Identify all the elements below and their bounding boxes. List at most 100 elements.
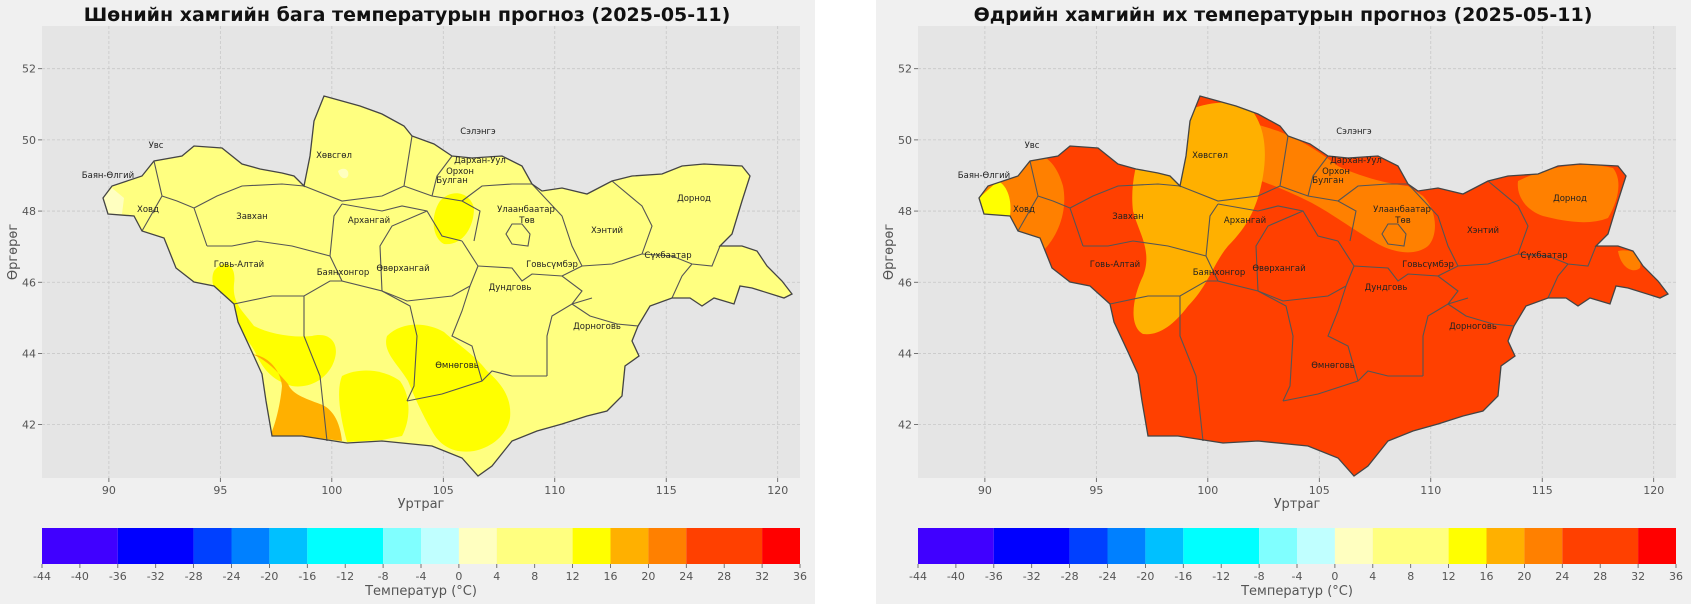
province-label: Төв: [518, 216, 534, 226]
colorbar-segment: [1259, 528, 1297, 564]
colorbar-tick-label: 36: [1669, 570, 1683, 583]
province-border: [379, 210, 428, 292]
province-label: Орхон: [1322, 167, 1350, 177]
mongolia-map: North / Хэнтий west: 22Хэвсгөл / Завхан …: [958, 95, 1669, 477]
x-tick-label: 115: [656, 484, 677, 497]
temperature-zone: Дорнод north: 22: [1517, 164, 1619, 223]
temperature-zone: Баян-Өлгий lowland: 2: [103, 188, 124, 214]
colorbar-tick-label: -24: [1099, 570, 1117, 583]
province-border: [1407, 183, 1459, 277]
province-border: [1282, 370, 1423, 402]
province-border: [193, 183, 305, 209]
country-outline: [978, 95, 1669, 477]
colorbar-tick-label: -44: [909, 570, 927, 583]
province-border: [381, 240, 479, 302]
x-tick-label: 120: [767, 484, 788, 497]
province-label: Дорноговь: [573, 322, 621, 332]
colorbar-tick-label: -40: [947, 570, 965, 583]
colorbar-segment: [1145, 528, 1184, 564]
temperature-zone: Говь-Алтай border: 18: [252, 354, 342, 441]
province-label: Хэнтий: [1467, 226, 1499, 236]
province-label: Баян-Өлгий: [958, 171, 1010, 181]
x-tick-label: 95: [1089, 484, 1103, 497]
colorbar-tick-label: 24: [1555, 570, 1569, 583]
y-tick-label: 46: [898, 276, 912, 289]
province-border: [303, 296, 328, 442]
colorbar-tick-label: -20: [260, 570, 278, 583]
province-border: [505, 223, 531, 247]
province-border: [671, 263, 693, 299]
colorbar-segment: [421, 528, 459, 564]
colorbar-tick-label: -40: [71, 570, 89, 583]
province-label: Хөвсгөл: [316, 151, 352, 161]
x-tick-label: 110: [544, 484, 565, 497]
colorbar-tick-label: -8: [378, 570, 389, 583]
province-border: [431, 155, 453, 197]
province-border: [1217, 203, 1339, 242]
x-tick-label: 115: [1532, 484, 1553, 497]
province-label: Дархан-Уул: [454, 156, 506, 166]
colorbar-segment: [269, 528, 308, 564]
province-border: [461, 183, 532, 202]
province-border: [207, 240, 331, 257]
province-label: Говь-Алтай: [214, 260, 264, 270]
province-border: [1179, 296, 1204, 442]
province-label: Баянхонгор: [317, 268, 370, 278]
colorbar-tick-label: -8: [1254, 570, 1265, 583]
province-border: [531, 183, 583, 277]
province-border: [1381, 223, 1407, 247]
max-temp-chart-panel: Өдрийн хамгийн их температурын прогноз (…: [876, 0, 1691, 604]
colorbar-segment: [42, 528, 118, 564]
colorbar-tick-label: 32: [755, 570, 769, 583]
colorbar-segment: [1372, 528, 1449, 564]
colorbar-segment: [1297, 528, 1335, 564]
province-label: Булган: [436, 176, 468, 186]
temperature-zone: Өмнөговь center: 14: [386, 324, 511, 452]
province-label: Булган: [1312, 176, 1344, 186]
temperature-zone: Хэнтий spot: 22: [1618, 250, 1641, 271]
y-tick-label: 42: [898, 419, 912, 432]
province-border: [546, 297, 593, 376]
min-temp-chart: Шөнийн хамгийн бага температурын прогноз…: [6, 4, 807, 599]
colorbar-tick-label: -36: [985, 570, 1003, 583]
colorbar-tick-label: -16: [1174, 570, 1192, 583]
colorbar-tick-label: -16: [298, 570, 316, 583]
x-tick-label: 90: [102, 484, 116, 497]
colorbar-segment: [1486, 528, 1525, 564]
colorbar-segment: [1069, 528, 1108, 564]
province-label: Увс: [1025, 141, 1040, 151]
chart-title: Шөнийн хамгийн бага температурын прогноз…: [84, 4, 731, 26]
province-label: Хэнтий: [591, 226, 623, 236]
colorbar-segment: [686, 528, 763, 564]
colorbar-tick-label: 20: [1517, 570, 1531, 583]
temperature-zone: Өмнөговь west: 14: [339, 370, 409, 442]
province-border: [1337, 183, 1408, 202]
temperature-zone: Төв east: 14: [433, 193, 474, 245]
temperature-zones: Баян-Өлгий lowland: 2 Говь-Алтай south: 1…: [103, 168, 511, 452]
y-axis-label: Өргөрөг: [882, 224, 897, 280]
temperature-zone: Хэвсгөл spot: 2: [338, 168, 349, 179]
colorbar-segment: [1107, 528, 1146, 564]
colorbar-tick-label: -44: [33, 570, 51, 583]
province-label: Хөвсгөл: [1192, 151, 1228, 161]
colorbar-segment: [918, 528, 994, 564]
province-label: Ховд: [1013, 205, 1035, 215]
province-border: [341, 203, 463, 242]
x-tick-label: 95: [213, 484, 227, 497]
province-label: Архангай: [1224, 216, 1266, 226]
province-border: [451, 285, 483, 382]
province-border: [329, 203, 343, 257]
x-tick-label: 100: [321, 484, 342, 497]
province-label: Дундговь: [489, 283, 532, 293]
province-label: Төв: [1394, 216, 1410, 226]
province-label: Баян-Өлгий: [82, 171, 134, 181]
province-border: [1179, 135, 1289, 202]
colorbar-segment: [610, 528, 649, 564]
province-border: [1257, 240, 1355, 302]
colorbar-tick-label: 36: [793, 570, 807, 583]
colorbar-segment: [1638, 528, 1676, 564]
province-border: [406, 370, 547, 402]
province-border: [1069, 183, 1181, 209]
province-border: [1257, 290, 1294, 402]
min-temp-chart-panel: Шөнийн хамгийн бага температурын прогноз…: [0, 0, 815, 604]
